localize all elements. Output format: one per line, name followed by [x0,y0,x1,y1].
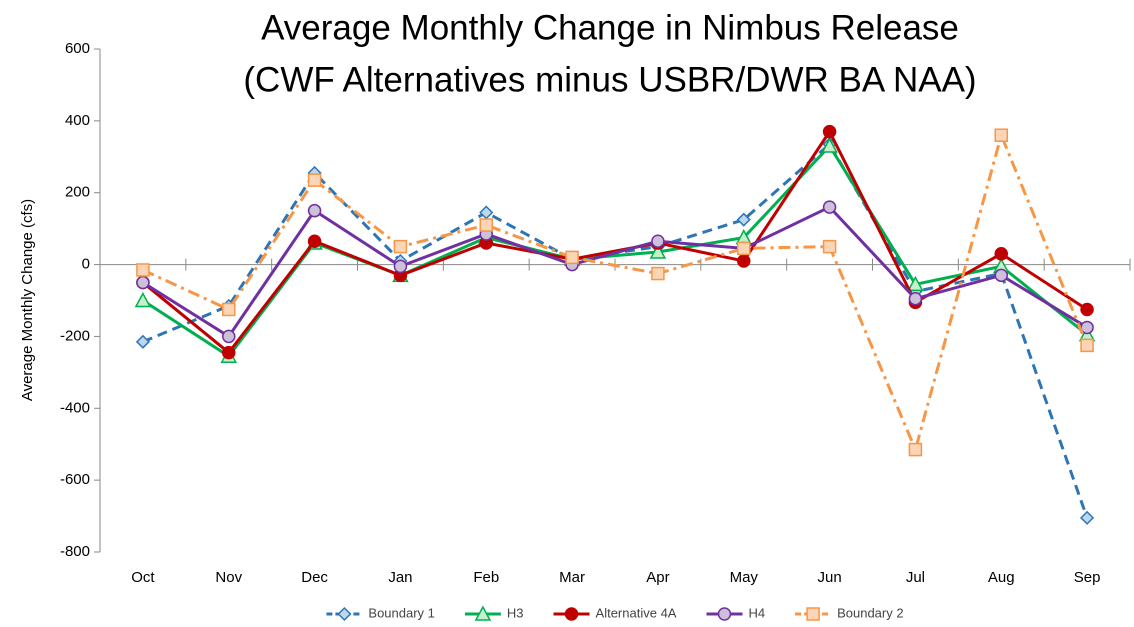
marker [222,345,236,360]
x-tick-label: Jun [817,569,841,586]
marker [565,250,579,265]
marker [307,203,322,218]
marker [651,234,665,248]
legend-label: H4 [748,605,765,620]
marker [651,266,665,281]
marker [822,200,837,214]
legend-label: Boundary 1 [368,605,435,620]
marker [994,247,1008,261]
marker [822,239,837,254]
x-tick-label: Feb [473,569,499,586]
y-tick-label: 600 [65,40,90,57]
marker [479,218,493,232]
legend-label: Boundary 2 [837,605,904,620]
x-tick-label: Oct [131,569,155,586]
x-tick-label: Apr [646,569,669,586]
marker [822,124,837,139]
legend-item: H4 [706,605,765,621]
legend: Boundary 1 H3 Alternative 4A H4 Boundary 2 [326,605,904,622]
marker [737,254,751,268]
series-line [142,205,1088,339]
legend-label: Alternative 4A [596,605,677,620]
series-line [142,141,1089,519]
marker [135,334,150,349]
marker [994,128,1008,142]
legend-item: Alternative 4A [553,605,677,621]
marker [479,205,494,220]
x-tick-label: Aug [988,569,1015,586]
chart-subtitle: (CWF Alternatives minus USBR/DWR BA NAA) [243,60,976,99]
marker [907,275,924,292]
marker [908,291,923,306]
marker [393,239,408,254]
marker [908,442,923,457]
x-tick-label: Jan [388,569,412,586]
marker [222,329,236,344]
legend-item: H3 [464,605,524,621]
y-tick-label: -600 [60,471,90,488]
marker [736,212,751,227]
marker [136,263,150,277]
series-line [142,130,1089,455]
y-tick-label: 0 [82,256,90,273]
marker [134,291,152,308]
marker [474,605,492,621]
y-tick-label: -800 [60,543,90,560]
y-axis-label: Average Monthly Change (cfs) [19,199,36,401]
x-tick-label: Jul [906,569,925,586]
marker [564,607,579,621]
x-tick-label: Sep [1074,569,1101,586]
y-tick-label: 200 [65,184,90,201]
legend-item: Boundary 2 [795,605,904,621]
marker [136,275,150,290]
marker [337,606,352,622]
y-tick-label: 400 [65,112,90,129]
x-tick-label: Dec [301,569,328,586]
marker [649,243,667,259]
marker [1080,302,1094,317]
marker [307,173,322,187]
y-tick-label: -400 [60,399,90,416]
x-tick-label: Nov [215,569,242,586]
chart-title: Average Monthly Change in Nimbus Release [261,8,959,47]
marker [717,607,732,621]
marker [307,234,322,248]
marker [737,241,751,256]
marker [994,268,1008,283]
marker [821,137,838,153]
y-tick-label: -200 [60,327,90,344]
marker [1080,338,1094,353]
marker [393,259,408,274]
x-tick-label: Mar [559,569,585,586]
marker [222,302,236,317]
legend-item: Boundary 1 [326,605,435,622]
x-tick-label: May [730,569,759,586]
marker [806,607,820,621]
legend-label: H3 [507,605,524,620]
marker [1080,510,1095,525]
series-line [141,128,1088,355]
